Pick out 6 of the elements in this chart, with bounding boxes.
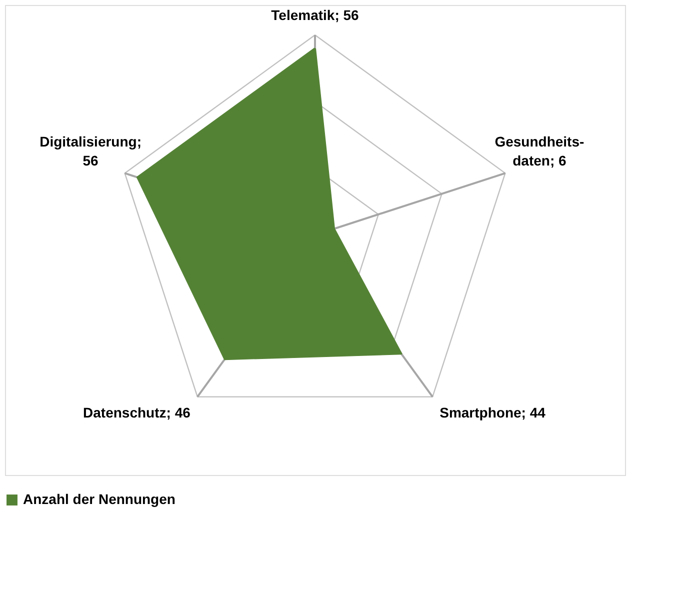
spoke-label: Gesundheits-daten; 6 bbox=[494, 133, 585, 168]
spoke-label: Telematik; 56 bbox=[271, 7, 360, 23]
spoke-label: Smartphone; 44 bbox=[440, 404, 546, 421]
spoke-label: Datenschutz; 46 bbox=[83, 404, 191, 421]
spoke-label: Digitalisierung; 56 bbox=[40, 133, 142, 168]
legend-label: Anzahl der Nennungen bbox=[23, 491, 176, 507]
